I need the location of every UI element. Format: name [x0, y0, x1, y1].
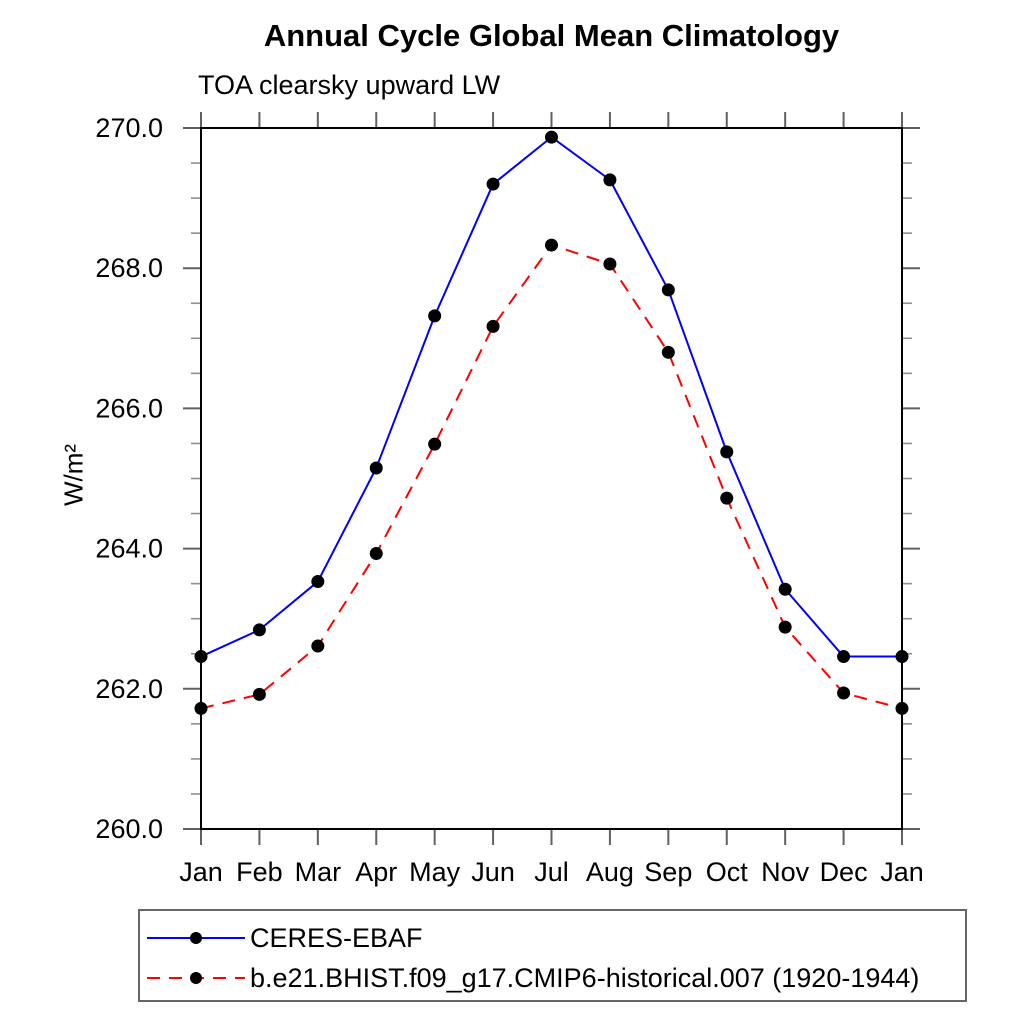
- x-axis-tick-label: May: [409, 857, 461, 887]
- legend-label: b.e21.BHIST.f09_g17.CMIP6-historical.007…: [250, 962, 920, 993]
- data-point-marker: [603, 173, 617, 187]
- axis-frame: [200, 127, 903, 830]
- data-point-marker: [778, 620, 792, 634]
- x-axis-tick-label: Jun: [471, 857, 515, 887]
- data-point-marker: [428, 437, 442, 451]
- data-point-marker: [252, 623, 266, 637]
- x-axis-tick-label: Feb: [236, 857, 283, 887]
- legend-marker-icon: [190, 932, 202, 944]
- legend-sample-dashed: [147, 972, 245, 984]
- y-axis-tick-label: 262.0: [95, 674, 163, 704]
- data-point-marker: [720, 445, 734, 459]
- legend-box: CERES-EBAF b.e21.BHIST.f09_g17.CMIP6-his…: [138, 909, 967, 1002]
- x-axis-tick-label: Apr: [355, 857, 397, 887]
- data-point-marker: [369, 547, 383, 561]
- data-point-marker: [545, 130, 558, 144]
- y-axis-tick-label: 270.0: [95, 113, 163, 143]
- legend-item: CERES-EBAF: [144, 918, 423, 958]
- x-axis-tick-label: Mar: [295, 857, 342, 887]
- x-axis-tick-label: Aug: [586, 857, 634, 887]
- x-axis-tick-label: Oct: [706, 857, 749, 887]
- y-axis-tick-label: 264.0: [95, 534, 163, 564]
- data-point-marker: [194, 650, 208, 664]
- data-point-marker: [720, 491, 734, 505]
- data-point-marker: [661, 345, 675, 359]
- chart-title: Annual Cycle Global Mean Climatology: [263, 18, 840, 53]
- data-point-marker: [486, 319, 500, 333]
- x-axis-tick-label: Jan: [880, 857, 924, 887]
- x-axis-tick-label: Dec: [820, 857, 868, 887]
- series-line-0: [200, 136, 902, 658]
- data-point-marker: [837, 686, 851, 700]
- data-point-marker: [778, 582, 792, 596]
- data-point-marker: [252, 687, 266, 701]
- data-point-marker: [895, 701, 909, 715]
- x-axis-tick-label: Jan: [179, 857, 223, 887]
- data-point-marker: [837, 650, 851, 664]
- data-point-marker: [661, 283, 675, 297]
- legend-marker-icon: [190, 972, 202, 984]
- data-point-marker: [194, 701, 208, 715]
- y-axis-tick-label: 268.0: [95, 253, 163, 283]
- y-axis-tick-label: 260.0: [95, 814, 163, 844]
- data-point-marker: [311, 575, 325, 589]
- x-axis-tick-label: Sep: [644, 857, 692, 887]
- data-point-marker: [603, 257, 617, 271]
- data-point-marker: [428, 309, 442, 323]
- data-point-marker: [369, 461, 383, 475]
- data-point-marker: [895, 650, 909, 664]
- data-point-marker: [545, 238, 558, 252]
- y-axis-tick-label: 266.0: [95, 393, 163, 423]
- data-point-marker: [486, 177, 500, 191]
- data-point-marker: [311, 639, 325, 653]
- x-axis-tick-label: Nov: [761, 857, 810, 887]
- legend-label: CERES-EBAF: [250, 922, 423, 953]
- legend-item: b.e21.BHIST.f09_g17.CMIP6-historical.007…: [144, 958, 919, 998]
- chart-subtitle: TOA clearsky upward LW: [198, 70, 501, 100]
- series-line-1: [200, 244, 903, 710]
- x-axis-tick-label: Jul: [534, 857, 569, 887]
- legend-sample-solid: [147, 932, 245, 944]
